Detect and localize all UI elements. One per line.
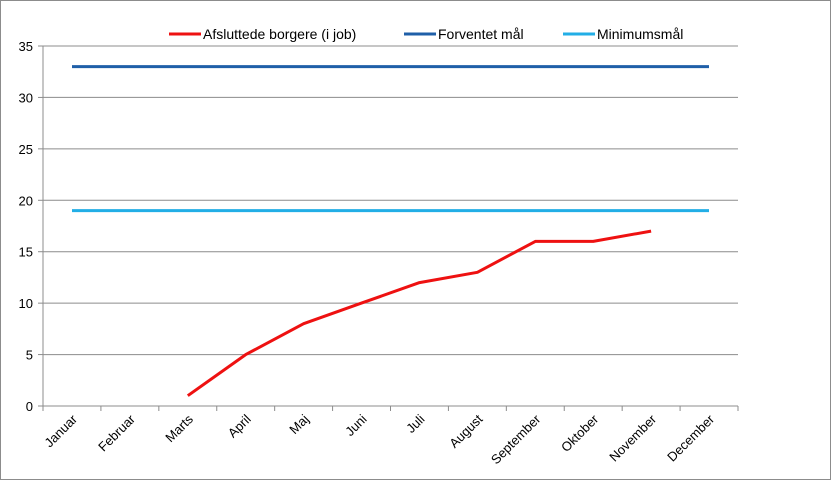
y-tick-label: 10 xyxy=(19,296,33,311)
legend-label: Forventet mål xyxy=(438,26,524,42)
y-tick-label: 15 xyxy=(19,245,33,260)
y-tick-label: 30 xyxy=(19,90,33,105)
x-tick-label: April xyxy=(225,411,254,440)
x-tick-label: December xyxy=(664,411,717,464)
y-tick-label: 25 xyxy=(19,142,33,157)
y-tick-label: 5 xyxy=(26,348,33,363)
x-tick-label: Marts xyxy=(162,411,196,445)
x-tick-label: Juni xyxy=(342,411,370,439)
x-tick-label: November xyxy=(606,411,659,464)
y-tick-label: 0 xyxy=(26,399,33,414)
x-tick-label: August xyxy=(446,411,485,450)
y-tick-label: 20 xyxy=(19,193,33,208)
y-tick-label: 35 xyxy=(19,39,33,54)
x-tick-label: Januar xyxy=(41,411,80,450)
legend-label: Afsluttede borgere (i job) xyxy=(203,26,356,42)
x-tick-label: Maj xyxy=(286,411,311,436)
x-tick-label: Februar xyxy=(95,411,138,454)
legend-label: Minimumsmål xyxy=(597,26,683,42)
x-tick-label: Oktober xyxy=(558,411,602,455)
x-tick-label: Juli xyxy=(403,411,427,435)
x-tick-label: September xyxy=(488,411,544,467)
series-line xyxy=(186,229,652,397)
